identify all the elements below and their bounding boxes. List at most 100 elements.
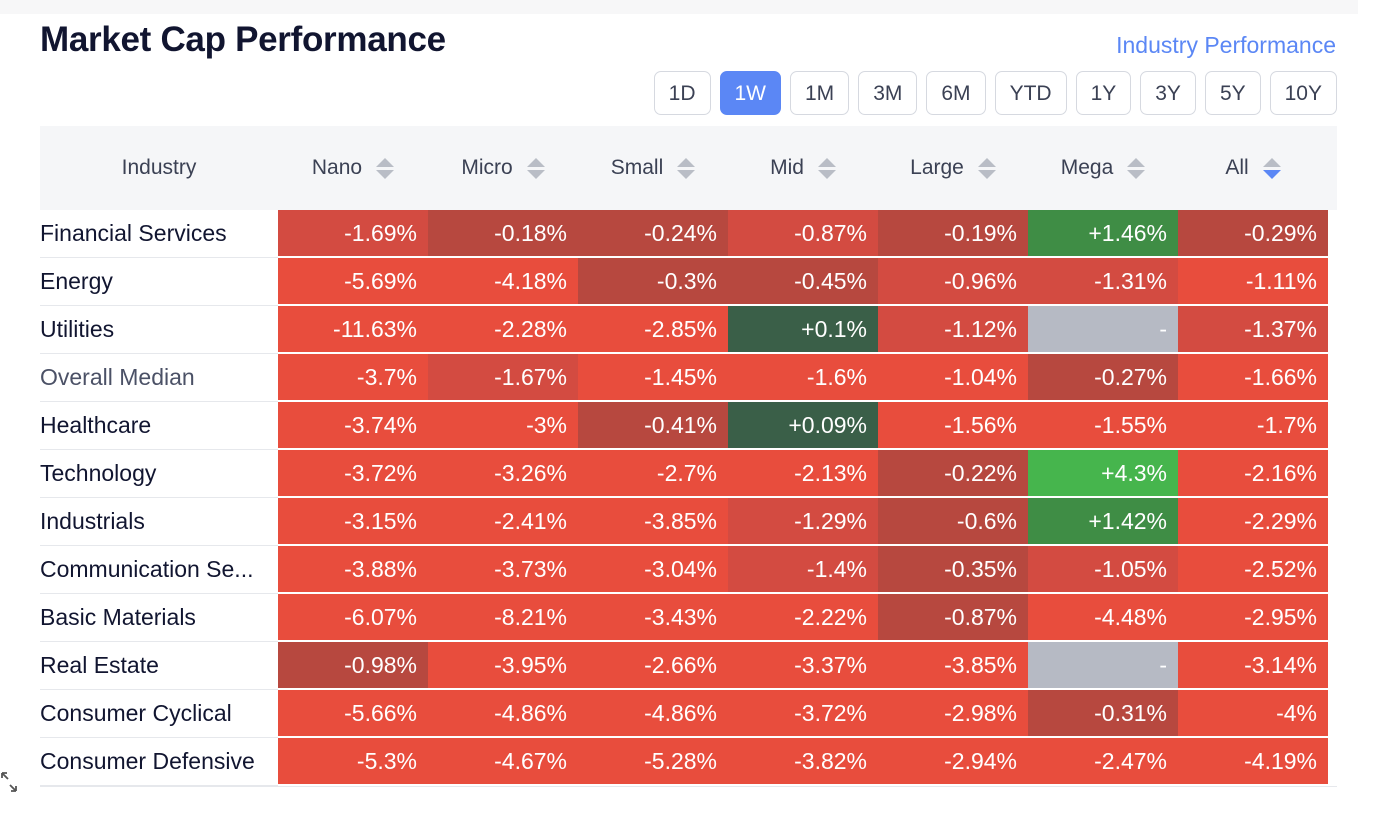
performance-cell-mega: +1.46% [1028,210,1178,257]
performance-cell-all: -1.37% [1178,306,1328,353]
performance-cell-micro: -3.73% [428,546,578,593]
performance-cell-all: -2.95% [1178,594,1328,641]
performance-cell-large: -0.22% [878,450,1028,497]
sort-icon[interactable] [526,157,545,179]
table-row[interactable]: Overall Median -3.7% -1.67% -1.45% -1.6% -1.0… [40,354,1337,402]
column-header-all[interactable]: All [1178,126,1328,210]
performance-cell-micro: -4.18% [428,258,578,305]
performance-cell-mid: +0.09% [728,402,878,449]
expand-icon[interactable] [0,771,18,793]
performance-cell-micro: -4.67% [428,738,578,785]
performance-cell-small: -4.86% [578,690,728,737]
performance-cell-nano: -1.69% [278,210,428,257]
performance-cell-mid: -3.37% [728,642,878,689]
industry-name: Overall Median [40,354,278,402]
performance-cell-all: -2.16% [1178,450,1328,497]
column-header-label: Nano [311,156,363,179]
period-button-5y[interactable]: 5Y [1204,71,1261,115]
column-header-label: All [1225,156,1249,179]
performance-cell-large: -1.12% [878,306,1028,353]
period-button-1w[interactable]: 1W [719,71,781,115]
performance-cell-mid: -3.82% [728,738,878,785]
table-row[interactable]: Utilities -11.63% -2.28% -2.85% +0.1% -1.12% -… [40,306,1337,354]
performance-cell-mega: -0.31% [1028,690,1178,737]
industry-name: Real Estate [40,642,278,690]
performance-cell-micro: -8.21% [428,594,578,641]
period-button-10y[interactable]: 10Y [1269,71,1337,115]
performance-cell-mid: -1.29% [728,498,878,545]
performance-cell-small: -2.66% [578,642,728,689]
period-button-1d[interactable]: 1D [653,71,711,115]
industry-name: Utilities [40,306,278,354]
performance-cell-all: -1.7% [1178,402,1328,449]
column-header-micro[interactable]: Micro [428,126,578,210]
performance-cell-mid: -2.13% [728,450,878,497]
performance-cell-small: -2.85% [578,306,728,353]
sort-icon[interactable] [1127,157,1146,179]
sort-icon[interactable] [376,157,395,179]
sort-up-icon [677,157,696,167]
period-button-ytd[interactable]: YTD [994,71,1067,115]
performance-cell-nano: -3.72% [278,450,428,497]
sort-down-icon [977,169,996,179]
performance-cell-small: -0.3% [578,258,728,305]
performance-cell-nano: -0.98% [278,642,428,689]
sort-up-icon [1127,157,1146,167]
column-header-mega[interactable]: Mega [1028,126,1178,210]
performance-cell-large: -0.6% [878,498,1028,545]
performance-cell-large: -0.96% [878,258,1028,305]
table-row[interactable]: Energy -5.69% -4.18% -0.3% -0.45% -0.96% -1.31… [40,258,1337,306]
performance-cell-mega: -1.05% [1028,546,1178,593]
column-header-label: Small [610,156,664,179]
performance-cell-small: -1.45% [578,354,728,401]
performance-cell-all: -1.66% [1178,354,1328,401]
performance-cell-small: -2.7% [578,450,728,497]
table-row[interactable]: Financial Services -1.69% -0.18% -0.24% -0.8… [40,210,1337,258]
table-row[interactable]: Real Estate -0.98% -3.95% -2.66% -3.37% -3.85… [40,642,1337,690]
industry-performance-link[interactable]: Industry Performance [1116,32,1336,58]
column-header-nano[interactable]: Nano [278,126,428,210]
table-row[interactable]: Basic Materials -6.07% -8.21% -3.43% -2.22% -… [40,594,1337,642]
period-button-1y[interactable]: 1Y [1075,71,1132,115]
period-button-3y[interactable]: 3Y [1140,71,1196,115]
period-button-6m[interactable]: 6M [926,71,986,115]
performance-cell-mega: +4.3% [1028,450,1178,497]
table-row[interactable]: Industrials -3.15% -2.41% -3.85% -1.29% -0.6%… [40,498,1337,546]
industry-name: Consumer Cyclical [40,690,278,738]
period-selector: 1D 1W 1M 3M 6M YTD 1Y 3Y 5Y 10Y [653,71,1337,115]
performance-cell-mega: -1.55% [1028,402,1178,449]
table-row[interactable]: Consumer Cyclical -5.66% -4.86% -4.86% -3.72… [40,690,1337,738]
performance-cell-micro: -0.18% [428,210,578,257]
table-bottom-divider [40,786,1337,787]
performance-cell-nano: -5.69% [278,258,428,305]
table-row[interactable]: Communication Se... -3.88% -3.73% -3.04% -1.… [40,546,1337,594]
sort-icon[interactable] [677,157,696,179]
performance-cell-small: -3.04% [578,546,728,593]
industry-name: Financial Services [40,210,278,258]
sort-icon[interactable] [817,157,836,179]
performance-cell-micro: -2.41% [428,498,578,545]
period-button-1m[interactable]: 1M [790,71,850,115]
column-header-mid[interactable]: Mid [728,126,878,210]
table-row[interactable]: Healthcare -3.74% -3% -0.41% +0.09% -1.56% -1.… [40,402,1337,450]
table-row[interactable]: Consumer Defensive -5.3% -4.67% -5.28% -3.82… [40,738,1337,786]
period-button-3m[interactable]: 3M [858,71,918,115]
table-row[interactable]: Technology -3.72% -3.26% -2.7% -2.13% -0.22% +… [40,450,1337,498]
sort-up-icon [817,157,836,167]
performance-cell-large: -2.94% [878,738,1028,785]
performance-cell-mega: - [1028,306,1178,353]
column-header-small[interactable]: Small [578,126,728,210]
performance-cell-micro: -2.28% [428,306,578,353]
column-header-large[interactable]: Large [878,126,1028,210]
column-header-label: Mid [770,156,804,179]
sort-down-icon [677,169,696,179]
performance-cell-mid: -1.4% [728,546,878,593]
sort-icon[interactable] [1262,157,1281,179]
sort-icon[interactable] [977,157,996,179]
sort-up-icon [376,157,395,167]
performance-cell-large: -1.04% [878,354,1028,401]
column-header-industry: Industry [121,156,197,179]
performance-cell-nano: -3.7% [278,354,428,401]
performance-cell-all: -0.29% [1178,210,1328,257]
industry-name: Energy [40,258,278,306]
